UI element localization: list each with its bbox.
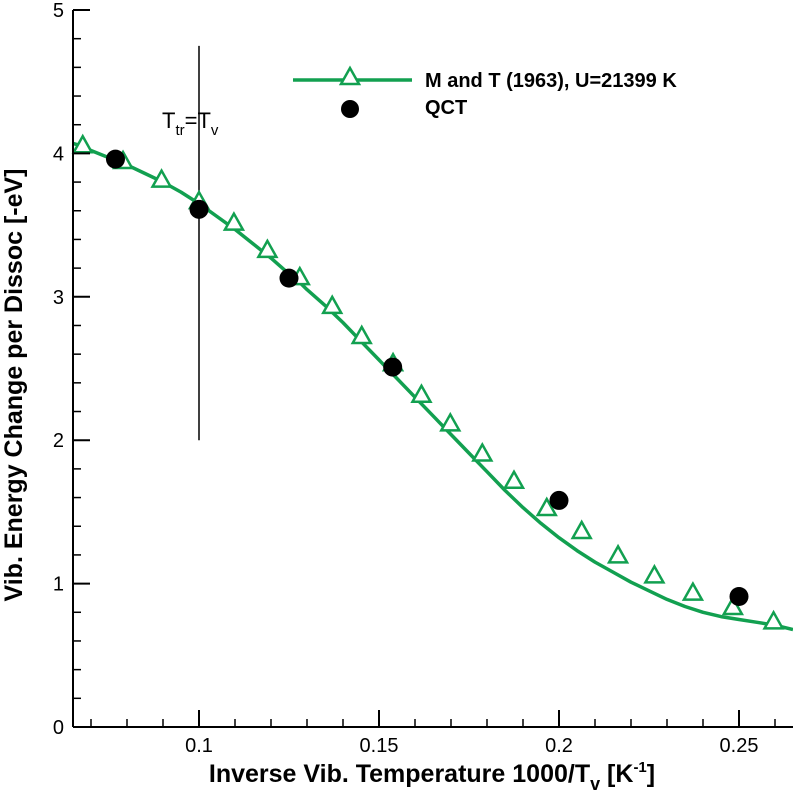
marker-mt-16 [606, 543, 630, 564]
marker-mt-20 [762, 609, 785, 630]
marker-mt-19 [721, 595, 745, 616]
marker-mt-12 [471, 441, 494, 462]
marker-mt-7 [321, 294, 344, 315]
point-qct-5 [729, 587, 749, 607]
axes: 0 1 2 3 4 5 0.1 0.15 0.2 0.25 [53, 0, 793, 757]
marker-mt-11 [439, 411, 462, 432]
marker-mt-10 [410, 383, 433, 403]
point-qct-2 [279, 268, 299, 288]
marker-mt-17 [643, 563, 666, 584]
point-qct-0 [105, 149, 125, 169]
marker-mt-8 [350, 324, 373, 345]
x-axis-title: Inverse Vib. Temperature 1000/Tv [K-1] [209, 759, 655, 790]
point-qct-3 [383, 357, 403, 377]
legend-label-mt: M and T (1963), U=21399 K [425, 70, 677, 92]
x-tick-label-3: 0.25 [720, 735, 759, 757]
y-tick-label-0: 0 [53, 717, 64, 739]
marker-mt-2 [150, 168, 173, 188]
y-axis-title: Vib. Energy Change per Dissoc [-eV] [0, 169, 28, 602]
y-tick-label-1: 1 [53, 574, 64, 596]
y-tick-label-4: 4 [53, 143, 64, 165]
marker-mt-15 [570, 519, 593, 540]
y-tick-label-2: 2 [53, 430, 64, 452]
y-tick-label-5: 5 [53, 0, 64, 22]
x-tick-label-2: 0.2 [545, 735, 573, 757]
legend-marker-mt [338, 65, 362, 86]
marker-mt-18 [681, 581, 705, 601]
marker-mt-13 [502, 469, 526, 490]
legend-marker-qct [341, 100, 359, 118]
x-tick-label-1: 0.15 [360, 735, 399, 757]
legend: M and T (1963), U=21399 K QCT [293, 65, 677, 119]
legend-label-qct: QCT [425, 97, 467, 119]
annotation-ttr-tv: Ttr=Tv [162, 108, 219, 139]
x-tick-label-0: 0.1 [185, 735, 213, 757]
marker-mt-14 [535, 496, 558, 517]
marker-mt-4 [222, 211, 246, 231]
y-tick-label-3: 3 [53, 287, 64, 309]
point-qct-4 [549, 490, 569, 510]
plot-marks [71, 45, 793, 632]
marker-mt-0 [71, 133, 94, 154]
point-qct-1 [189, 199, 209, 219]
marker-mt-5 [256, 238, 279, 259]
